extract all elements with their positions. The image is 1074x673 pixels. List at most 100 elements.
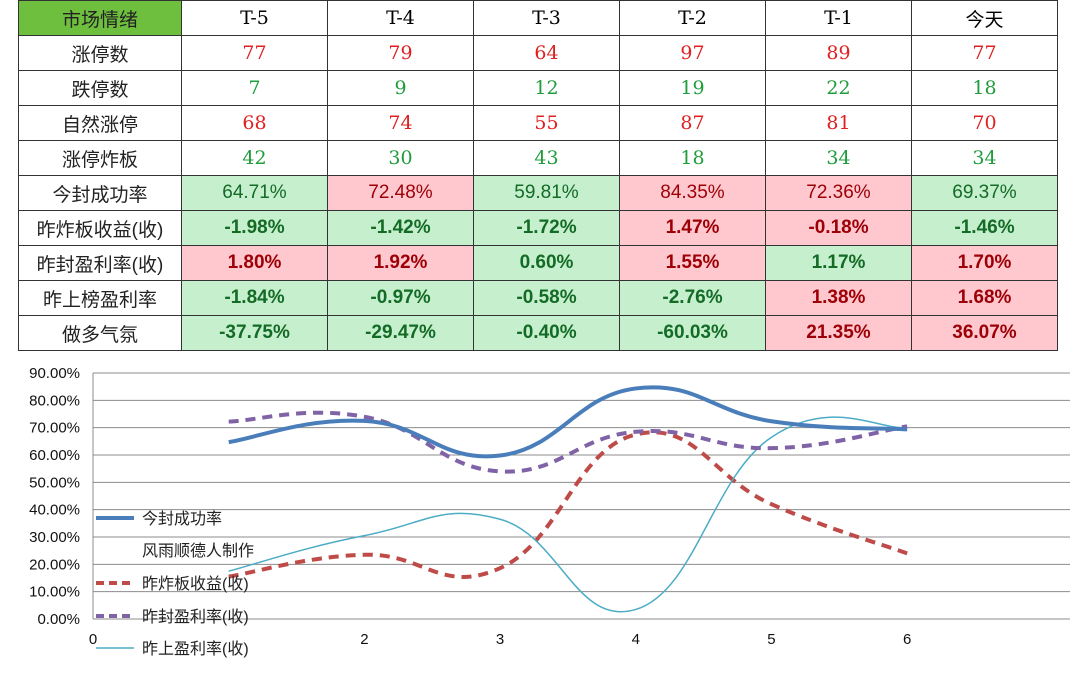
value-cell: -0.18% [765,210,912,246]
column-header: T-5 [181,0,328,36]
value-cell: 79 [327,35,474,71]
value-cell: 68 [181,105,328,141]
table-row: 做多气氛 -37.75% -29.47% -0.40% -60.03% 21.35% 36.… [18,315,1058,351]
value-cell: 89 [765,35,912,71]
value-cell: -0.58% [473,280,620,316]
value-cell: 64.71% [181,175,328,211]
value-cell: 1.70% [911,245,1058,281]
series-line-3 [228,416,908,613]
table-row: 跌停数 7 9 12 19 22 18 [18,70,1058,106]
value-cell: 70 [911,105,1058,141]
row-label: 跌停数 [18,70,182,106]
x-tick-label: 2 [360,631,368,648]
market-sentiment-table: 市场情绪 T-5 T-4 T-3 T-2 T-1 今天 涨停数 77 79 64 97 89 77 跌停数 7… [18,0,1058,351]
column-header: T-4 [327,0,474,36]
row-label: 自然涨停 [18,105,182,141]
x-tick-label: 0 [89,631,97,648]
value-cell: 87 [619,105,766,141]
value-cell: 72.48% [327,175,474,211]
row-label: 昨封盈利率(收) [18,245,182,281]
value-cell: 7 [181,70,328,106]
chart-annotation: 风雨顺德人制作 [142,542,254,560]
table-row: 昨上榜盈利率 -1.84% -0.97% -0.58% -2.76% 1.38% 1.68% [18,280,1058,316]
y-tick-label: 50.00% [29,474,80,491]
value-cell: 36.07% [911,315,1058,351]
value-cell: 1.92% [327,245,474,281]
x-tick-label: 4 [632,631,640,648]
column-header: 今天 [911,0,1058,36]
row-label: 昨上榜盈利率 [18,280,182,316]
value-cell: 34 [765,140,912,176]
y-tick-label: 80.00% [29,392,80,409]
value-cell: 69.37% [911,175,1058,211]
column-header: T-2 [619,0,766,36]
value-cell: 22 [765,70,912,106]
table-title-cell: 市场情绪 [18,0,182,36]
value-cell: -0.97% [327,280,474,316]
value-cell: 81 [765,105,912,141]
y-tick-label: 70.00% [29,420,80,437]
value-cell: 34 [911,140,1058,176]
value-cell: 1.80% [181,245,328,281]
row-label: 做多气氛 [18,315,182,351]
value-cell: -29.47% [327,315,474,351]
value-cell: 84.35% [619,175,766,211]
value-cell: 12 [473,70,620,106]
legend-label: 昨封盈利率(收) [142,608,249,626]
value-cell: 74 [327,105,474,141]
value-cell: -2.76% [619,280,766,316]
x-tick-label: 6 [903,631,911,648]
x-tick-label: 3 [496,631,504,648]
value-cell: 1.38% [765,280,912,316]
value-cell: 0.60% [473,245,620,281]
value-cell: 1.17% [765,245,912,281]
value-cell: 43 [473,140,620,176]
value-cell: 72.36% [765,175,912,211]
column-header: T-3 [473,0,620,36]
y-tick-label: 0.00% [37,611,80,628]
table-row: 自然涨停 68 74 55 87 81 70 [18,105,1058,141]
series-line-1 [228,430,908,579]
legend-label: 今封成功率 [142,510,222,528]
series-line-0 [228,385,908,459]
value-cell: 97 [619,35,766,71]
value-cell: 18 [619,140,766,176]
value-cell: 1.55% [619,245,766,281]
row-label: 涨停炸板 [18,140,182,176]
table-row: 昨炸板收益(收) -1.98% -1.42% -1.72% 1.47% -0.18% -1.… [18,210,1058,246]
header-row: 市场情绪 T-5 T-4 T-3 T-2 T-1 今天 [18,0,1058,36]
series-line-2 [228,410,908,474]
table-row: 涨停数 77 79 64 97 89 77 [18,35,1058,71]
y-tick-label: 30.00% [29,529,80,546]
value-cell: 64 [473,35,620,71]
x-tick-label: 5 [767,631,775,648]
value-cell: 1.68% [911,280,1058,316]
column-header: T-1 [765,0,912,36]
value-cell: -60.03% [619,315,766,351]
value-cell: -0.40% [473,315,620,351]
table-row: 涨停炸板 42 30 43 18 34 34 [18,140,1058,176]
value-cell: -1.98% [181,210,328,246]
value-cell: 9 [327,70,474,106]
legend-label: 昨炸板收益(收) [142,575,249,593]
table-row: 今封成功率 64.71% 72.48% 59.81% 84.35% 72.36% 69.37… [18,175,1058,211]
y-tick-label: 20.00% [29,556,80,573]
value-cell: 42 [181,140,328,176]
value-cell: -1.72% [473,210,620,246]
value-cell: 55 [473,105,620,141]
value-cell: 77 [911,35,1058,71]
y-tick-label: 10.00% [29,584,80,601]
value-cell: 21.35% [765,315,912,351]
value-cell: -37.75% [181,315,328,351]
value-cell: -1.46% [911,210,1058,246]
table-row: 昨封盈利率(收) 1.80% 1.92% 0.60% 1.55% 1.17% 1.70% [18,245,1058,281]
legend-label: 昨上盈利率(收) [142,640,249,658]
y-tick-label: 40.00% [29,502,80,519]
value-cell: 19 [619,70,766,106]
value-cell: 18 [911,70,1058,106]
row-label: 昨炸板收益(收) [18,210,182,246]
y-tick-label: 60.00% [29,447,80,464]
value-cell: -1.84% [181,280,328,316]
value-cell: -1.42% [327,210,474,246]
y-tick-label: 90.00% [29,365,80,382]
